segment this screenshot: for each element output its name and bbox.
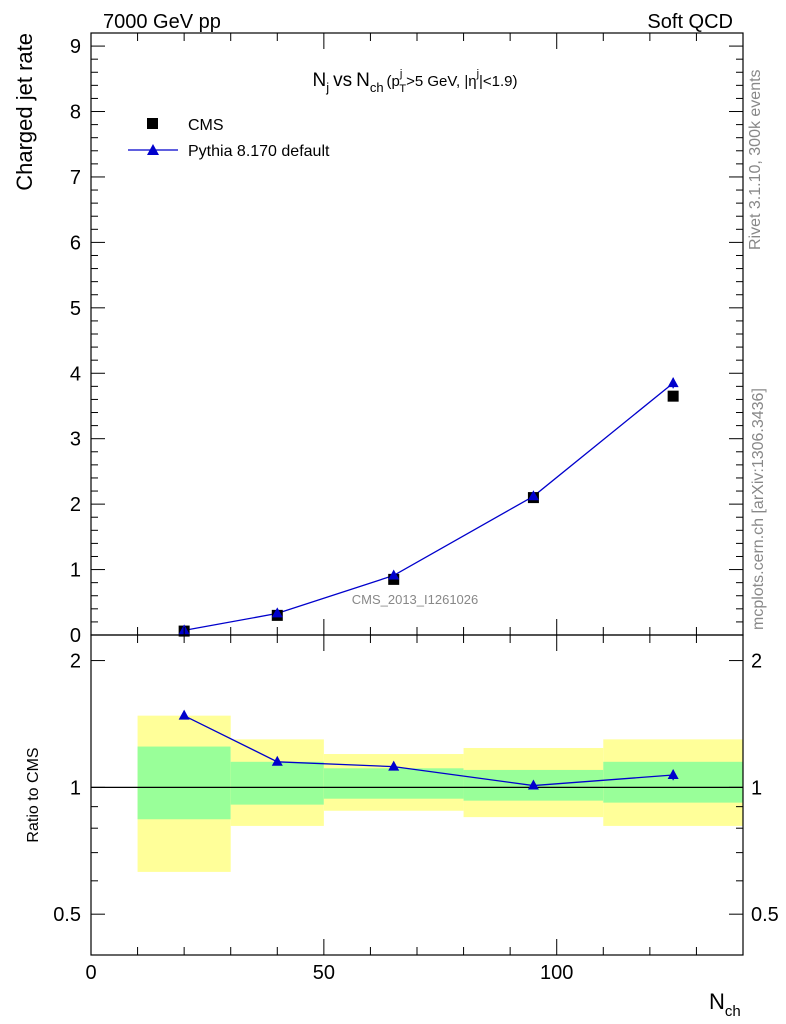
analysis-watermark: CMS_2013_I1261026 (352, 592, 479, 607)
y-tick-label: 6 (70, 232, 81, 254)
ratio-point (178, 709, 190, 720)
y-tick-label: 9 (70, 36, 81, 58)
process-label: Soft QCD (647, 11, 733, 33)
y-axis-label: Charged jet rate (12, 33, 37, 191)
y-tick-label: 1 (70, 560, 81, 582)
x-tick-label: 50 (313, 962, 335, 984)
ratio-band-inner-0 (137, 746, 231, 820)
x-tick-label: 100 (540, 962, 573, 984)
y-tick-label: 0 (70, 625, 81, 647)
pythia-point (271, 607, 283, 618)
plot-title: Nj vs Nch (pj T>5 GeV, |ηj|<1.9) (312, 68, 517, 95)
cms-point (667, 390, 679, 402)
ratio-point (271, 755, 283, 766)
y-tick-label: 2 (70, 494, 81, 516)
y-tick-label: 4 (70, 363, 81, 385)
ratio-point (667, 768, 679, 779)
ratio-axis-label: Ratio to CMS (25, 747, 42, 842)
ratio-y-tick-label-right: 2 (751, 651, 762, 673)
ratio-band-inner-4 (603, 761, 743, 803)
y-tick-label: 8 (70, 102, 81, 124)
x-tick-label: 0 (85, 962, 96, 984)
ratio-y-tick-label: 2 (70, 651, 81, 673)
ratio-y-tick-label-right: 1 (751, 777, 762, 799)
y-tick-label: 3 (70, 429, 81, 451)
ratio-point (527, 779, 539, 790)
legend-cms-marker (147, 118, 158, 129)
legend-pythia-marker (147, 144, 159, 155)
y-tick-label: 7 (70, 167, 81, 189)
pythia-point (527, 490, 539, 501)
ratio-y-tick-label-right: 0.5 (751, 904, 779, 926)
rivet-label: Rivet 3.1.10, 300k events (747, 69, 764, 250)
main-layer: 0 1 2 3 4 5 6 7 8 9 0 50 100 0.5 0.5 1 1 2 2 (53, 32, 779, 984)
x-axis-label: Nch (709, 989, 741, 1020)
collision-label: 7000 GeV pp (103, 11, 221, 33)
ratio-y-tick-label: 1 (70, 777, 81, 799)
ratio-point (388, 760, 400, 771)
pythia-point (667, 377, 679, 388)
legend-pythia-label: Pythia 8.170 default (188, 143, 330, 160)
source-label: mcplots.cern.ch [arXiv:1306.3436] (750, 388, 767, 630)
ratio-layer (91, 709, 743, 872)
y-tick-label: 5 (70, 298, 81, 320)
pythia-point (388, 569, 400, 580)
ratio-y-tick-label: 0.5 (53, 904, 81, 926)
legend-cms-label: CMS (188, 117, 224, 134)
ratio-band-inner-1 (230, 761, 324, 805)
